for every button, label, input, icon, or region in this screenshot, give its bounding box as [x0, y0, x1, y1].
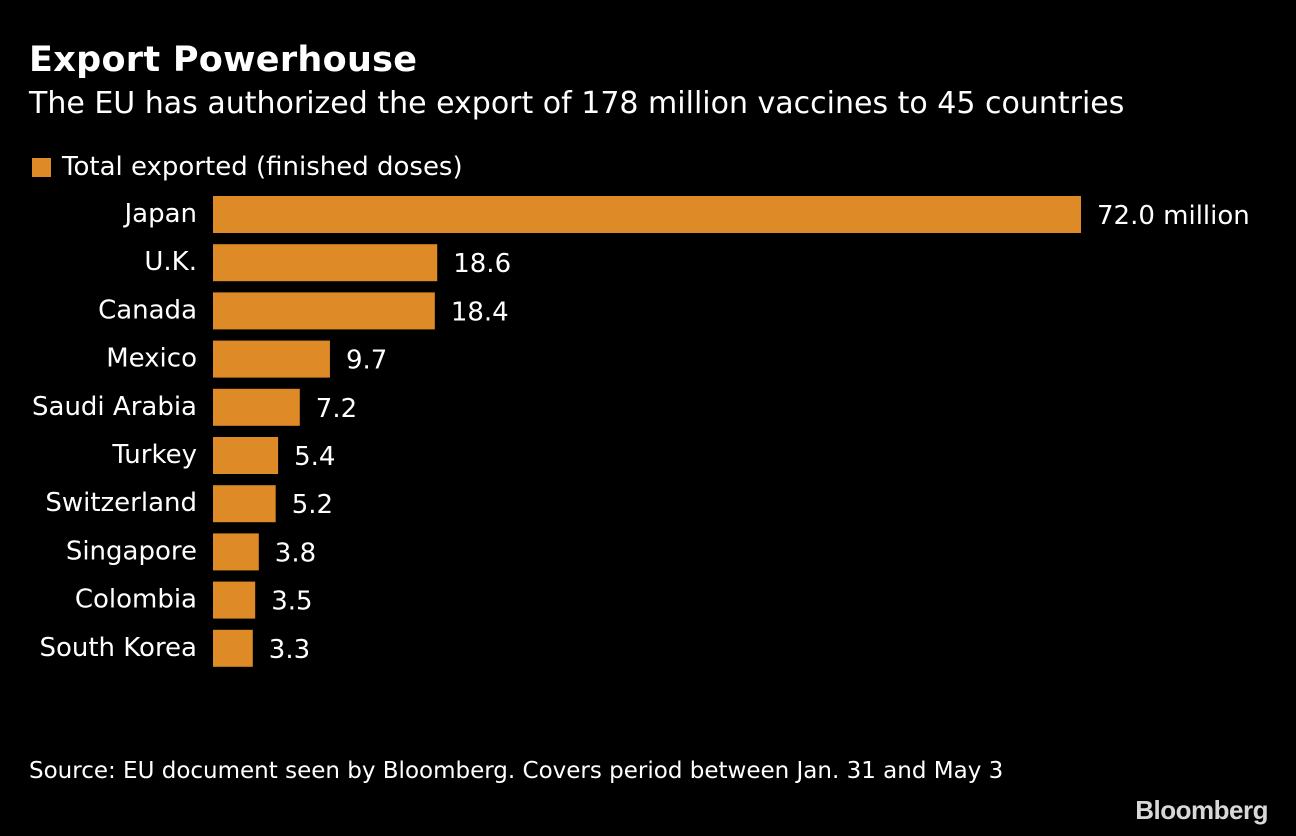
category-label: South Korea	[39, 633, 197, 663]
category-label: U.K.	[144, 247, 197, 277]
value-label: 7.2	[316, 394, 357, 424]
bar-colombia	[213, 581, 256, 619]
bar-switzerland	[213, 485, 276, 523]
bar-chart: Japan 72.0 million U.K. 18.6 Canada 18.4 Mexic…	[32, 196, 1250, 667]
value-label: 3.5	[271, 587, 312, 617]
bloomberg-logo: Bloomberg	[1135, 795, 1268, 825]
bar-turkey	[213, 437, 279, 474]
category-label: Saudi Arabia	[32, 392, 197, 422]
category-label: Colombia	[75, 585, 197, 615]
legend-label: Total exported (finished doses)	[62, 152, 463, 182]
value-label: 3.3	[269, 635, 310, 665]
legend: Total exported (finished doses)	[32, 150, 463, 184]
bar-canada	[213, 292, 435, 330]
category-label: Switzerland	[45, 488, 197, 518]
value-label: 18.6	[453, 249, 511, 279]
category-label: Canada	[98, 295, 197, 325]
bar-singapore	[213, 533, 259, 571]
bar-south-korea	[213, 629, 253, 667]
value-label: 9.7	[346, 346, 387, 376]
value-label: 5.2	[292, 490, 333, 520]
category-label: Turkey	[111, 440, 197, 470]
value-label: 5.4	[294, 442, 335, 472]
category-label: Singapore	[66, 536, 197, 566]
bar-japan	[213, 196, 1081, 233]
legend-swatch	[32, 157, 51, 177]
chart-title: Export Powerhouse	[29, 40, 418, 80]
bar-u-k	[213, 244, 438, 282]
category-label: Mexico	[106, 344, 197, 374]
source-note: Source: EU document seen by Bloomberg. C…	[29, 758, 1004, 784]
category-label: Japan	[122, 199, 197, 229]
bar-saudi-arabia	[213, 388, 300, 426]
chart-subtitle: The EU has authorized the export of 178 …	[29, 86, 1125, 121]
value-label: 3.8	[275, 538, 316, 568]
value-label: 18.4	[451, 297, 509, 327]
bar-mexico	[213, 340, 330, 378]
value-label: 72.0 million	[1097, 201, 1250, 231]
